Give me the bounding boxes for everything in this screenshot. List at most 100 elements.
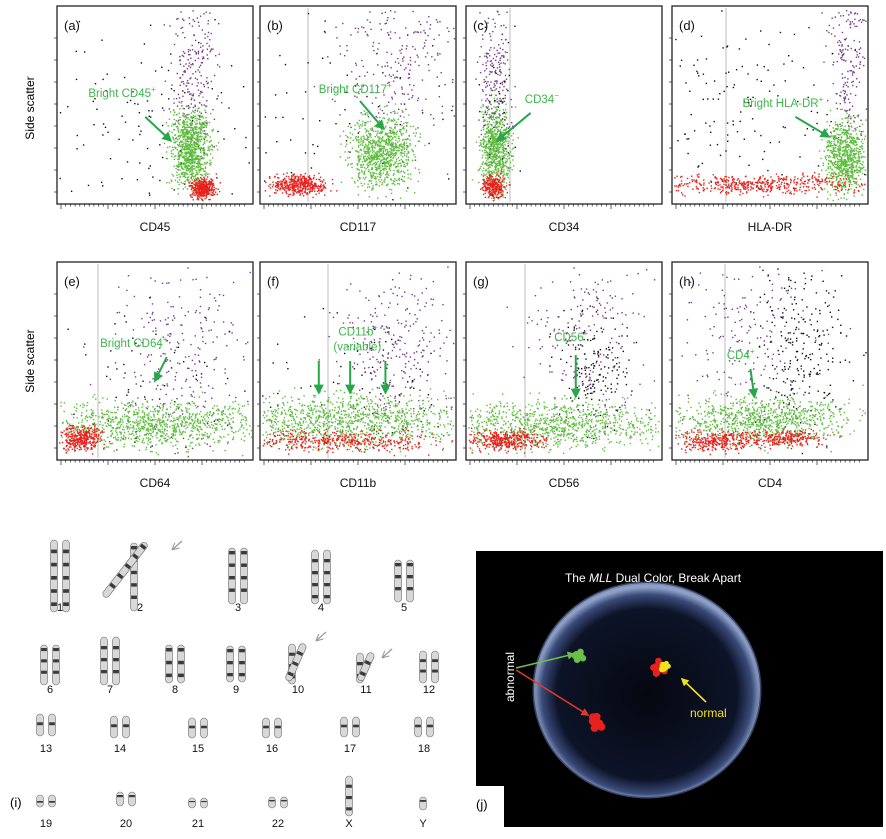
abnormal-chromosome-arrow	[173, 540, 183, 549]
normal-label: normal	[690, 706, 727, 720]
fish-panel: (j) The MLL Dual Color, Break Apart abno…	[462, 551, 883, 828]
chromosome-label: 22	[272, 818, 284, 830]
nucleus	[534, 583, 760, 797]
chromosome	[188, 797, 196, 809]
x-axis-label: CD64	[140, 476, 171, 490]
scatter-panel-h: (h) CD4 CD4+	[669, 261, 869, 490]
panel-letter: (a)	[64, 18, 80, 33]
panel-letter: (c)	[473, 18, 488, 33]
chromosome-pair-19: 19	[36, 794, 56, 830]
x-axis-label: CD45	[140, 220, 171, 234]
population-annotation-line2: (variable)	[333, 341, 381, 353]
chromosome	[165, 644, 173, 684]
chromosome	[426, 716, 434, 738]
panel-letter: (f)	[267, 274, 279, 289]
chromosome	[36, 794, 44, 808]
chromosome	[414, 716, 422, 738]
chromosome	[48, 794, 56, 808]
plot-frame	[465, 5, 663, 205]
chromosome-label: 12	[423, 684, 435, 696]
chromosome	[40, 644, 48, 686]
x-axis-ticks	[469, 204, 654, 209]
scatter-panel-g: (g) CD56 CD56+	[463, 261, 663, 490]
annotation-arrows	[144, 116, 173, 143]
y-axis-ticks	[257, 293, 260, 449]
event-dots	[263, 10, 456, 201]
chromosome-label: 10	[292, 684, 304, 696]
chromosome-label: 5	[401, 602, 407, 614]
x-axis-label: CD34	[549, 220, 580, 234]
chromosome-pair-6: 6	[40, 644, 60, 696]
normal-yellow-arrow	[680, 677, 707, 703]
x-axis-label: HLA-DR	[748, 220, 793, 234]
chromosome	[200, 797, 208, 809]
chromosome-pair-11: 11	[356, 652, 375, 696]
scatter-panel-c: (c) CD34 CD34−	[463, 5, 663, 234]
panel-letter: (g)	[473, 274, 489, 289]
x-axis-ticks	[675, 460, 860, 465]
chromosome	[280, 796, 288, 809]
chromosome	[340, 716, 348, 738]
chromosome-label: 7	[107, 684, 113, 696]
y-axis-ticks	[54, 293, 57, 449]
chromosome	[238, 645, 246, 683]
y-axis-label-bottom: Side scatter	[23, 329, 37, 392]
chromosome	[102, 541, 148, 598]
fish-panel-letter: (j)	[476, 797, 488, 812]
event-dots	[262, 266, 455, 457]
chromosome-pair-22: 22	[268, 796, 288, 830]
chromosome-pair-y: Y	[419, 796, 427, 830]
chromosome	[240, 547, 248, 605]
y-axis-ticks	[669, 37, 672, 193]
chromosome	[419, 796, 427, 811]
chromosome-pair-18: 18	[414, 716, 434, 755]
panel-letter: (d)	[679, 18, 695, 33]
x-axis-ticks	[675, 204, 860, 209]
chromosome-pair-16: 16	[262, 717, 282, 755]
panel-letter: (h)	[679, 274, 695, 289]
x-axis-label: CD117	[340, 220, 377, 234]
chromosome-pair-8: 8	[165, 644, 185, 696]
population-annotation: CD4+	[727, 347, 755, 362]
population-annotation: CD34−	[525, 91, 559, 106]
population-annotation: Bright CD45+	[88, 85, 156, 100]
chromosome	[177, 644, 185, 684]
chromosome	[406, 559, 414, 603]
abnormal-green-arrow	[515, 651, 576, 669]
chromosome-pair-15: 15	[188, 717, 208, 755]
plot-frame	[56, 5, 254, 205]
annotation-arrows	[794, 116, 831, 138]
scatter-panel-a: (a) CD45 Bright CD45+	[54, 5, 254, 234]
chromosome	[352, 716, 360, 738]
chromosome-label: 17	[344, 743, 356, 755]
chromosome	[52, 644, 60, 686]
event-dots	[675, 266, 867, 456]
nucleus-rim	[532, 581, 762, 799]
chromosome-pair-14: 14	[110, 715, 130, 755]
chromosome	[345, 775, 353, 817]
chromosome-label: 8	[172, 684, 178, 696]
event-dots	[674, 10, 868, 202]
plot-frame	[671, 5, 869, 205]
chromosome	[62, 539, 70, 613]
chromosome	[188, 717, 196, 739]
chromosome	[285, 643, 307, 682]
chromosome-label: 21	[192, 818, 204, 830]
x-axis-ticks	[60, 460, 245, 465]
chromosome-label: 19	[40, 818, 52, 830]
chromosome	[112, 636, 120, 686]
annotation-arrows	[748, 368, 759, 399]
population-annotation: CD11b+	[338, 323, 378, 338]
population-annotation: CD56+	[554, 329, 588, 344]
chromosome	[48, 713, 56, 737]
scatter-panel-d: (d) HLA-DR Bright HLA-DR+	[669, 5, 869, 234]
chromosome	[274, 717, 282, 739]
plot-frame	[259, 5, 457, 205]
chromosome-label: 11	[360, 684, 371, 696]
fused-yellow-signal	[658, 660, 671, 673]
chromosome	[122, 715, 130, 739]
x-axis-ticks	[469, 460, 654, 465]
chromosome-pair-21: 21	[188, 797, 208, 830]
panel-letter: (b)	[267, 18, 283, 33]
